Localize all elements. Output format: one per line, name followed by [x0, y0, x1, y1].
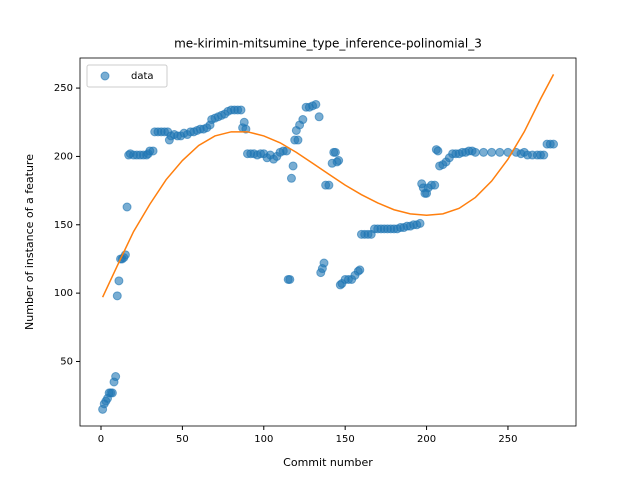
legend-marker	[100, 71, 110, 81]
data-point	[470, 147, 480, 157]
data-point	[330, 147, 340, 157]
data-point	[293, 135, 303, 145]
chart-title: me-kirimin-mitsumine_type_inference-poli…	[174, 37, 482, 51]
y-tick-label: 200	[54, 151, 73, 162]
y-tick-label: 150	[54, 220, 73, 231]
x-tick-label: 0	[98, 434, 104, 445]
data-point	[285, 274, 295, 284]
data-point	[355, 265, 365, 275]
data-point	[430, 180, 440, 190]
data-point	[479, 147, 489, 157]
data-point	[334, 156, 344, 166]
data-point	[415, 218, 425, 228]
data-point	[539, 150, 549, 160]
legend-label: data	[131, 71, 154, 82]
legend-box	[86, 64, 168, 88]
data-point	[286, 173, 296, 183]
data-point	[114, 276, 124, 286]
data-point	[487, 147, 497, 157]
data-point	[495, 147, 505, 157]
data-point	[298, 115, 308, 125]
data-point	[107, 388, 117, 398]
data-point	[433, 146, 443, 156]
plot-frame	[79, 57, 577, 427]
y-tick-label: 250	[54, 83, 73, 94]
y-tick-label: 100	[54, 288, 73, 299]
data-point	[148, 146, 158, 156]
fit-line	[101, 74, 555, 298]
y-tick-label: 50	[60, 356, 73, 367]
data-point	[288, 161, 298, 171]
data-point	[319, 258, 329, 268]
data-point	[311, 99, 321, 109]
data-point	[549, 139, 559, 149]
data-point	[112, 291, 122, 301]
data-point	[122, 202, 132, 212]
data-point	[111, 372, 121, 382]
data-point	[314, 112, 324, 122]
x-tick-label: 150	[336, 434, 355, 445]
x-tick-label: 100	[254, 434, 273, 445]
x-tick-label: 200	[417, 434, 436, 445]
x-tick-label: 50	[176, 434, 189, 445]
data-point	[324, 180, 334, 190]
x-axis-label: Commit number	[283, 456, 373, 469]
data-point	[236, 105, 246, 115]
y-axis-label: Number of instance of a feature	[23, 154, 36, 330]
x-tick-label: 250	[498, 434, 517, 445]
